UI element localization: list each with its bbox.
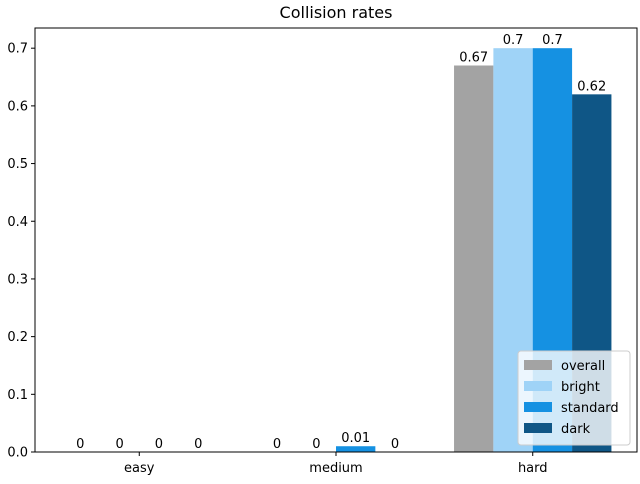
- value-label-overall-easy: 0: [76, 437, 84, 452]
- value-label-standard-hard: 0.7: [542, 33, 563, 48]
- y-tick-label-0: 0.0: [7, 446, 28, 461]
- bar-overall-hard: [454, 65, 494, 452]
- y-tick-label-7: 0.7: [7, 42, 28, 57]
- y-tick-label-3: 0.3: [7, 272, 28, 287]
- legend-swatch-overall: [524, 360, 552, 370]
- y-axis: 0.0 0.1 0.2 0.3 0.4 0.5 0.6 0.7: [7, 42, 35, 461]
- y-tick-label-6: 0.6: [7, 99, 28, 114]
- value-label-overall-hard: 0.67: [459, 51, 488, 66]
- y-tick-label-5: 0.5: [7, 157, 28, 172]
- legend-label-dark: dark: [561, 422, 591, 437]
- x-tick-label-hard: hard: [518, 461, 548, 476]
- value-label-bright-medium: 0: [312, 437, 320, 452]
- legend-label-overall: overall: [561, 359, 605, 374]
- bar-standard-medium: [336, 446, 376, 452]
- legend-swatch-dark: [524, 423, 552, 433]
- y-tick-label-1: 0.1: [7, 388, 28, 403]
- value-label-bright-easy: 0: [115, 437, 123, 452]
- value-labels-layer: 0 0 0.67 0 0 0.7 0 0.01 0.7 0 0 0.62: [76, 33, 606, 452]
- x-axis: easy medium hard: [124, 452, 548, 476]
- value-label-dark-medium: 0: [391, 437, 399, 452]
- y-tick-label-4: 0.4: [7, 215, 28, 230]
- legend-label-standard: standard: [561, 401, 619, 416]
- y-tick-label-2: 0.2: [7, 330, 28, 345]
- chart-title: Collision rates: [280, 3, 393, 22]
- value-label-dark-easy: 0: [194, 437, 202, 452]
- value-label-standard-medium: 0.01: [341, 431, 370, 446]
- x-tick-label-easy: easy: [124, 461, 155, 476]
- x-tick-label-medium: medium: [309, 461, 362, 476]
- legend-label-bright: bright: [561, 380, 600, 395]
- value-label-dark-hard: 0.62: [577, 79, 606, 94]
- legend-swatch-bright: [524, 381, 552, 391]
- value-label-standard-easy: 0: [155, 437, 163, 452]
- legend-swatch-standard: [524, 402, 552, 412]
- value-label-bright-hard: 0.7: [503, 33, 524, 48]
- value-label-overall-medium: 0: [273, 437, 281, 452]
- plot-frame: [34, 27, 638, 453]
- legend: overall bright standard dark: [517, 350, 631, 446]
- legend-box: [517, 350, 631, 446]
